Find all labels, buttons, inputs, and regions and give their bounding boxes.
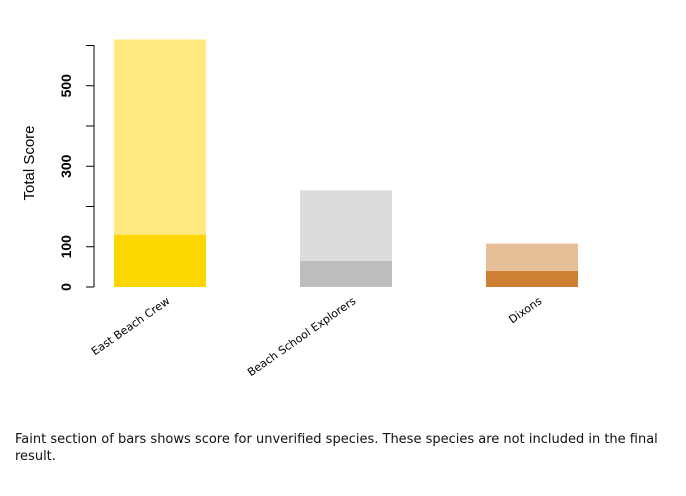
unverified-bar-0	[114, 39, 206, 235]
y-axis-label: Total Score	[21, 125, 38, 200]
x-tick-label: Beach School Explorers	[245, 294, 358, 379]
y-tick-label: 0	[58, 283, 74, 291]
y-tick-label: 300	[58, 154, 74, 178]
unverified-bar-2	[486, 243, 578, 271]
x-tick-label: Dixons	[506, 294, 544, 326]
verified-bar-0	[114, 234, 206, 287]
y-tick-label: 100	[58, 235, 74, 259]
verified-bar-2	[486, 270, 578, 287]
y-axis: 0 100 300 500	[58, 45, 95, 291]
x-tick-label: East Beach Crew	[89, 294, 172, 358]
footnote: Faint section of bars shows score for un…	[15, 432, 658, 464]
bar-chart: 0 100 300 500 East Beach Crew Beach School E…	[21, 39, 578, 379]
bars	[114, 39, 578, 287]
unverified-bar-1	[300, 190, 392, 261]
verified-bar-1	[300, 260, 392, 287]
x-tick-labels: East Beach Crew Beach School Explorers Dix…	[89, 294, 544, 379]
y-tick-label: 500	[58, 74, 74, 98]
